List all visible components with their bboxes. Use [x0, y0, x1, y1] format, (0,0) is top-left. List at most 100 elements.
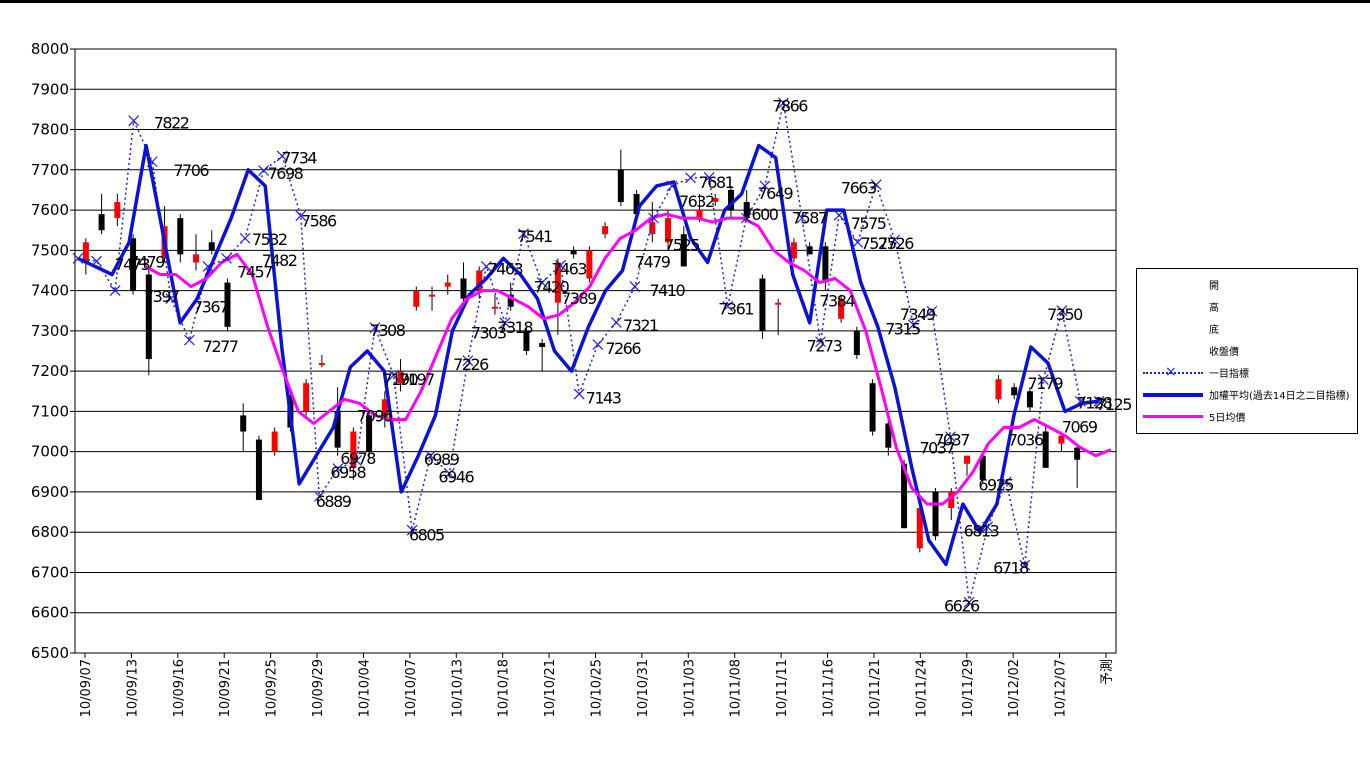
- ichimoku-marker: [610, 316, 622, 328]
- x-tick-label: 10/09/29: [311, 659, 326, 717]
- marker-stroke: [889, 234, 901, 246]
- marker-stroke: [945, 431, 956, 443]
- candle-body: [381, 399, 388, 420]
- candle-body: [114, 202, 121, 219]
- ichimoku-marker: [462, 355, 474, 367]
- y-tick-label: 7200: [31, 362, 69, 380]
- marker-stroke: [91, 255, 102, 267]
- y-tick-label: 6500: [31, 644, 69, 662]
- x-tick-label: 10/10/18: [497, 659, 512, 717]
- data-label: 7308: [370, 321, 406, 340]
- ichimoku-marker: [666, 180, 678, 192]
- data-label: 7226: [453, 355, 489, 374]
- x-tick-label: 10/10/04: [357, 659, 372, 717]
- x-tick-label: 10/09/13: [125, 659, 140, 717]
- y-tick-label: 8000: [31, 40, 69, 58]
- y-tick-label: 6600: [31, 604, 69, 622]
- candle-body: [696, 210, 703, 219]
- data-label: 7463: [488, 259, 523, 278]
- data-label: 6813: [964, 522, 999, 541]
- ichimoku-line: [77, 102, 1099, 603]
- top-border: [0, 0, 1370, 3]
- ichimoku-marker: [1056, 305, 1068, 317]
- data-label: 7526: [878, 234, 914, 253]
- candle-body: [444, 282, 451, 287]
- data-label: 7698: [268, 164, 304, 183]
- x-tick-label: 10/10/31: [636, 659, 651, 717]
- marker-stroke: [833, 209, 845, 221]
- x-tick-label: 10/11/21: [868, 659, 883, 717]
- y-tick-label: 7700: [31, 161, 69, 179]
- x-tick-label: 予測: [1100, 659, 1115, 685]
- marker-stroke: [1075, 395, 1086, 407]
- data-label: 7866: [772, 96, 808, 115]
- candle-body: [853, 330, 860, 356]
- data-label: 7420: [534, 278, 570, 297]
- marker-stroke: [536, 277, 548, 288]
- legend-item: 開: [1137, 275, 1357, 295]
- candle-body: [932, 491, 939, 537]
- candle-body: [806, 246, 813, 255]
- marker-stroke: [276, 150, 288, 162]
- marker-stroke: [1019, 559, 1031, 571]
- data-label: 7586: [301, 212, 337, 231]
- data-label: 7303: [471, 323, 506, 342]
- y-tick-label: 7500: [31, 241, 69, 259]
- candle-body: [303, 383, 310, 412]
- candle-body: [1074, 447, 1081, 460]
- marker-stroke: [443, 467, 455, 479]
- marker-stroke: [777, 97, 789, 109]
- marker-stroke: [926, 305, 938, 317]
- data-label: 7600: [743, 205, 779, 224]
- marker-stroke: [425, 450, 437, 462]
- marker-stroke: [332, 463, 344, 475]
- marker-stroke: [183, 334, 195, 346]
- ichimoku-marker: [555, 259, 567, 271]
- ichimoku-marker: [425, 450, 437, 462]
- candle-body: [177, 218, 184, 255]
- x-tick-label: 10/11/08: [729, 659, 744, 717]
- legend-label: 一目指標: [1209, 369, 1249, 380]
- y-tick-label: 6800: [31, 523, 69, 541]
- marker-stroke: [146, 156, 158, 168]
- legend: 開高底收盤價 × 一目指標 加權平均(過去14日之二目指標) 5日均價: [1136, 268, 1358, 434]
- marker-stroke: [518, 228, 529, 240]
- x-tick-label: 10/11/16: [822, 659, 837, 717]
- data-label: 7681: [699, 173, 734, 192]
- ichimoku-marker: [648, 212, 659, 224]
- candle-body: [460, 278, 467, 299]
- candle-body: [130, 238, 137, 291]
- marker-stroke: [852, 236, 864, 248]
- ichimoku-marker: [926, 305, 938, 317]
- ichimoku-marker: [91, 255, 102, 267]
- marker-stroke: [1093, 395, 1105, 407]
- candle-body: [727, 189, 734, 211]
- ichimoku-marker: [852, 236, 864, 248]
- marker-stroke: [573, 388, 585, 400]
- ichimoku-marker: [536, 277, 548, 288]
- ichimoku-marker: [722, 300, 734, 312]
- ichimoku-marker: [258, 165, 270, 177]
- data-label: 7384: [819, 291, 855, 310]
- candle-body: [208, 242, 215, 251]
- marker-stroke: [388, 369, 400, 381]
- candle-body: [602, 226, 609, 235]
- candle-body: [350, 431, 357, 468]
- ichimoku-marker: [276, 150, 288, 162]
- data-label: 7457: [237, 262, 272, 281]
- candle-body: [916, 508, 923, 549]
- ichimoku-marker: [313, 490, 325, 502]
- marker-stroke: [982, 521, 994, 533]
- data-label: 7069: [1062, 418, 1098, 437]
- legend-swatch: [1143, 393, 1203, 397]
- candle-body: [901, 463, 908, 529]
- data-label: 7482: [262, 251, 297, 270]
- data-label: 7036: [1008, 431, 1044, 450]
- legend-label: 5日均價: [1209, 413, 1246, 424]
- weighted-average-line: [77, 143, 1100, 567]
- marker-stroke: [592, 339, 604, 350]
- candle-body: [838, 298, 845, 319]
- candle-body: [633, 193, 640, 215]
- marker-stroke: [313, 490, 325, 502]
- candle-body: [476, 270, 483, 291]
